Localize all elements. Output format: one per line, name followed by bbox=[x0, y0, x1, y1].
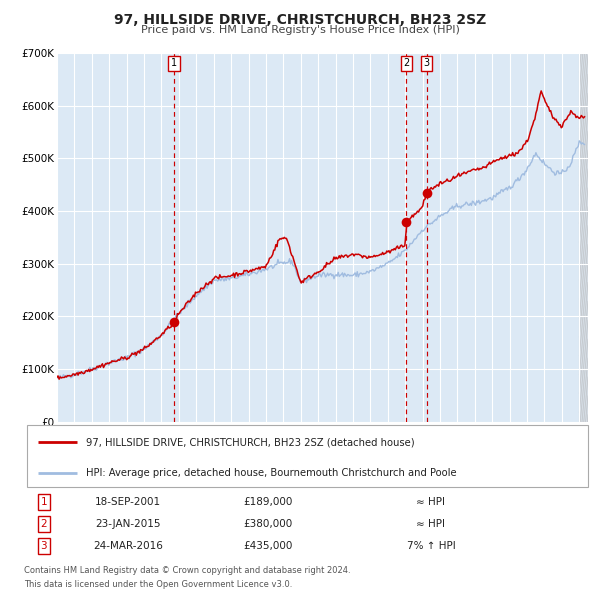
Text: £189,000: £189,000 bbox=[244, 497, 293, 507]
Text: 97, HILLSIDE DRIVE, CHRISTCHURCH, BH23 2SZ (detached house): 97, HILLSIDE DRIVE, CHRISTCHURCH, BH23 2… bbox=[86, 437, 415, 447]
Text: 3: 3 bbox=[41, 542, 47, 552]
Text: 2: 2 bbox=[41, 519, 47, 529]
Text: 24-MAR-2016: 24-MAR-2016 bbox=[93, 542, 163, 552]
Text: 18-SEP-2001: 18-SEP-2001 bbox=[95, 497, 161, 507]
Text: 3: 3 bbox=[424, 58, 430, 68]
Text: 2: 2 bbox=[403, 58, 410, 68]
Text: ≈ HPI: ≈ HPI bbox=[416, 519, 445, 529]
Text: £380,000: £380,000 bbox=[244, 519, 293, 529]
Text: 1: 1 bbox=[171, 58, 177, 68]
Polygon shape bbox=[579, 53, 588, 422]
FancyBboxPatch shape bbox=[27, 425, 588, 487]
Text: 7% ↑ HPI: 7% ↑ HPI bbox=[407, 542, 455, 552]
Text: Price paid vs. HM Land Registry's House Price Index (HPI): Price paid vs. HM Land Registry's House … bbox=[140, 25, 460, 35]
Text: 1: 1 bbox=[41, 497, 47, 507]
Text: Contains HM Land Registry data © Crown copyright and database right 2024.: Contains HM Land Registry data © Crown c… bbox=[24, 566, 350, 575]
Text: This data is licensed under the Open Government Licence v3.0.: This data is licensed under the Open Gov… bbox=[24, 580, 292, 589]
Text: ≈ HPI: ≈ HPI bbox=[416, 497, 445, 507]
Text: £435,000: £435,000 bbox=[244, 542, 293, 552]
Text: 23-JAN-2015: 23-JAN-2015 bbox=[95, 519, 161, 529]
Text: HPI: Average price, detached house, Bournemouth Christchurch and Poole: HPI: Average price, detached house, Bour… bbox=[86, 468, 457, 478]
Text: 97, HILLSIDE DRIVE, CHRISTCHURCH, BH23 2SZ: 97, HILLSIDE DRIVE, CHRISTCHURCH, BH23 2… bbox=[114, 13, 486, 27]
